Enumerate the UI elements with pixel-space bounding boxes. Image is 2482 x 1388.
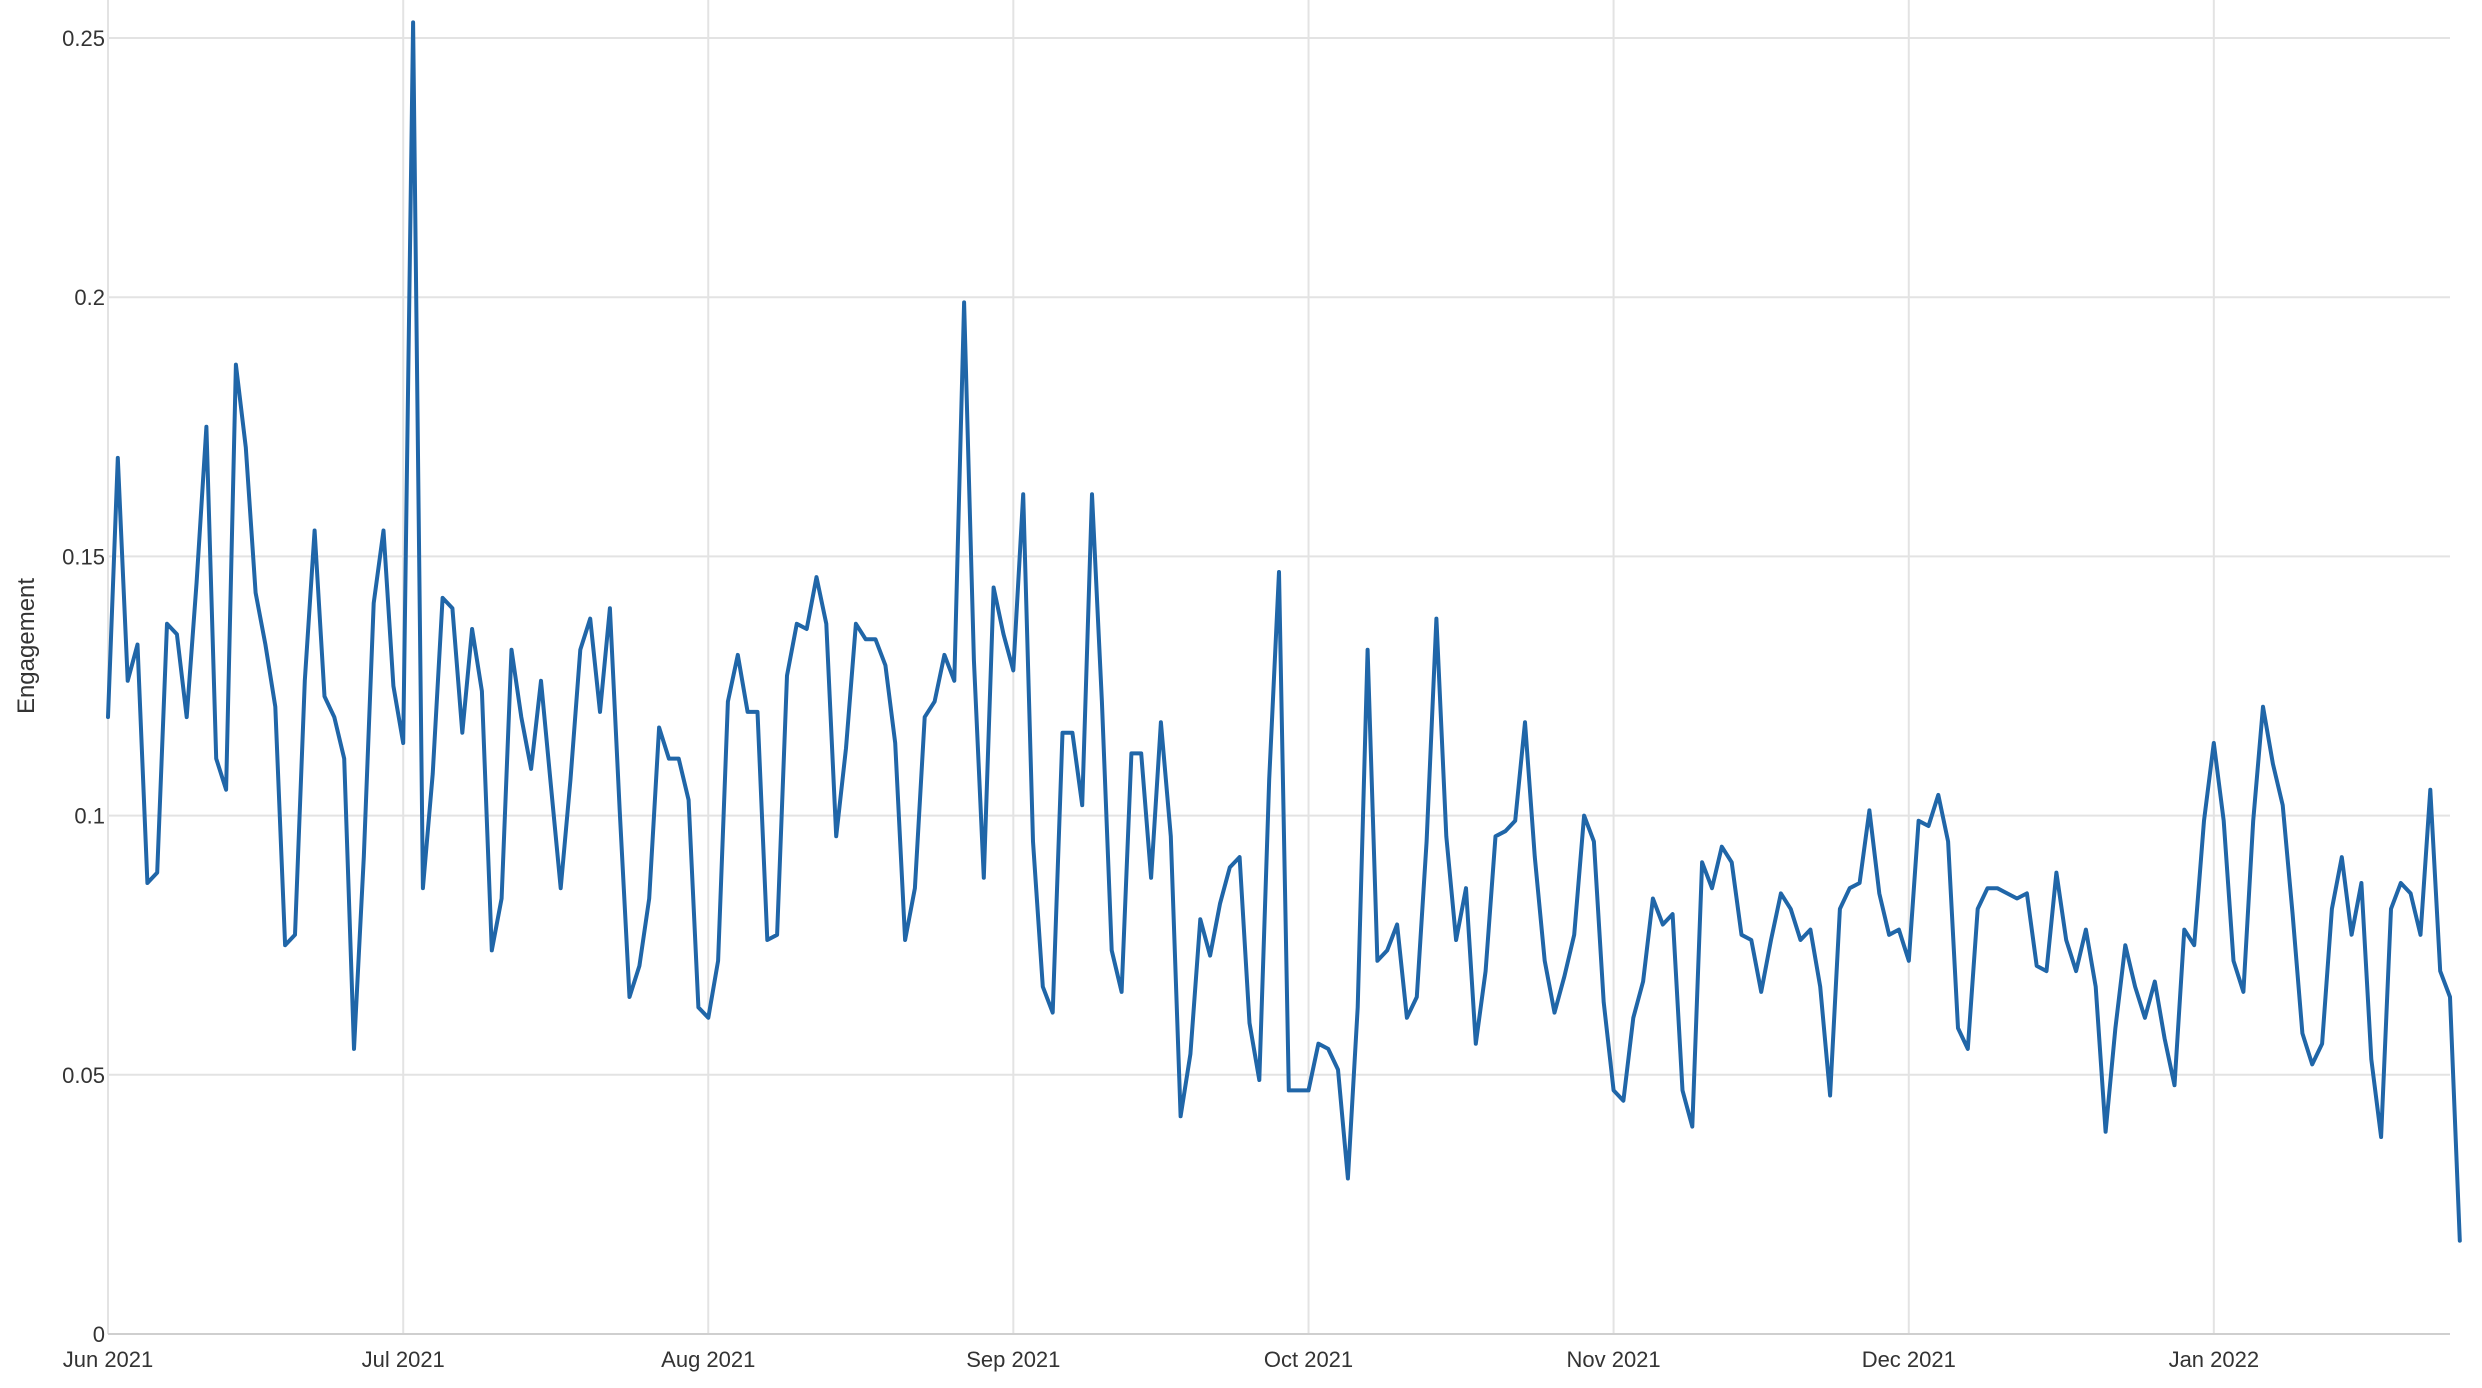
x-tick-label: Dec 2021 [1862, 1347, 1956, 1372]
x-tick-label: Jun 2021 [63, 1347, 154, 1372]
y-gridlines [108, 37, 2450, 1076]
y-tick-label: 0.05 [62, 1063, 105, 1088]
x-tick-label: Nov 2021 [1566, 1347, 1660, 1372]
series-engagement [106, 20, 2462, 1243]
y-tick-label: 0.25 [62, 26, 105, 51]
y-tick-label: 0.1 [74, 804, 105, 829]
y-axis-label: Engagement [13, 578, 40, 714]
y-tick-label: 0.15 [62, 544, 105, 569]
y-axis-tick-labels: 0 0.05 0.1 0.15 0.2 0.25 [62, 26, 105, 1347]
series-line [106, 20, 2462, 1243]
x-tick-label: Jan 2022 [2169, 1347, 2260, 1372]
x-tick-label: Jul 2021 [362, 1347, 445, 1372]
y-tick-label: 0 [93, 1322, 105, 1347]
x-axis-tick-labels: Jun 2021 Jul 2021 Aug 2021 Sep 2021 Oct 2021… [63, 1347, 2259, 1372]
x-tick-label: Sep 2021 [966, 1347, 1060, 1372]
x-gridlines [107, 0, 2215, 1334]
y-tick-label: 0.2 [74, 285, 105, 310]
x-tick-label: Aug 2021 [661, 1347, 755, 1372]
x-tick-label: Oct 2021 [1264, 1347, 1353, 1372]
